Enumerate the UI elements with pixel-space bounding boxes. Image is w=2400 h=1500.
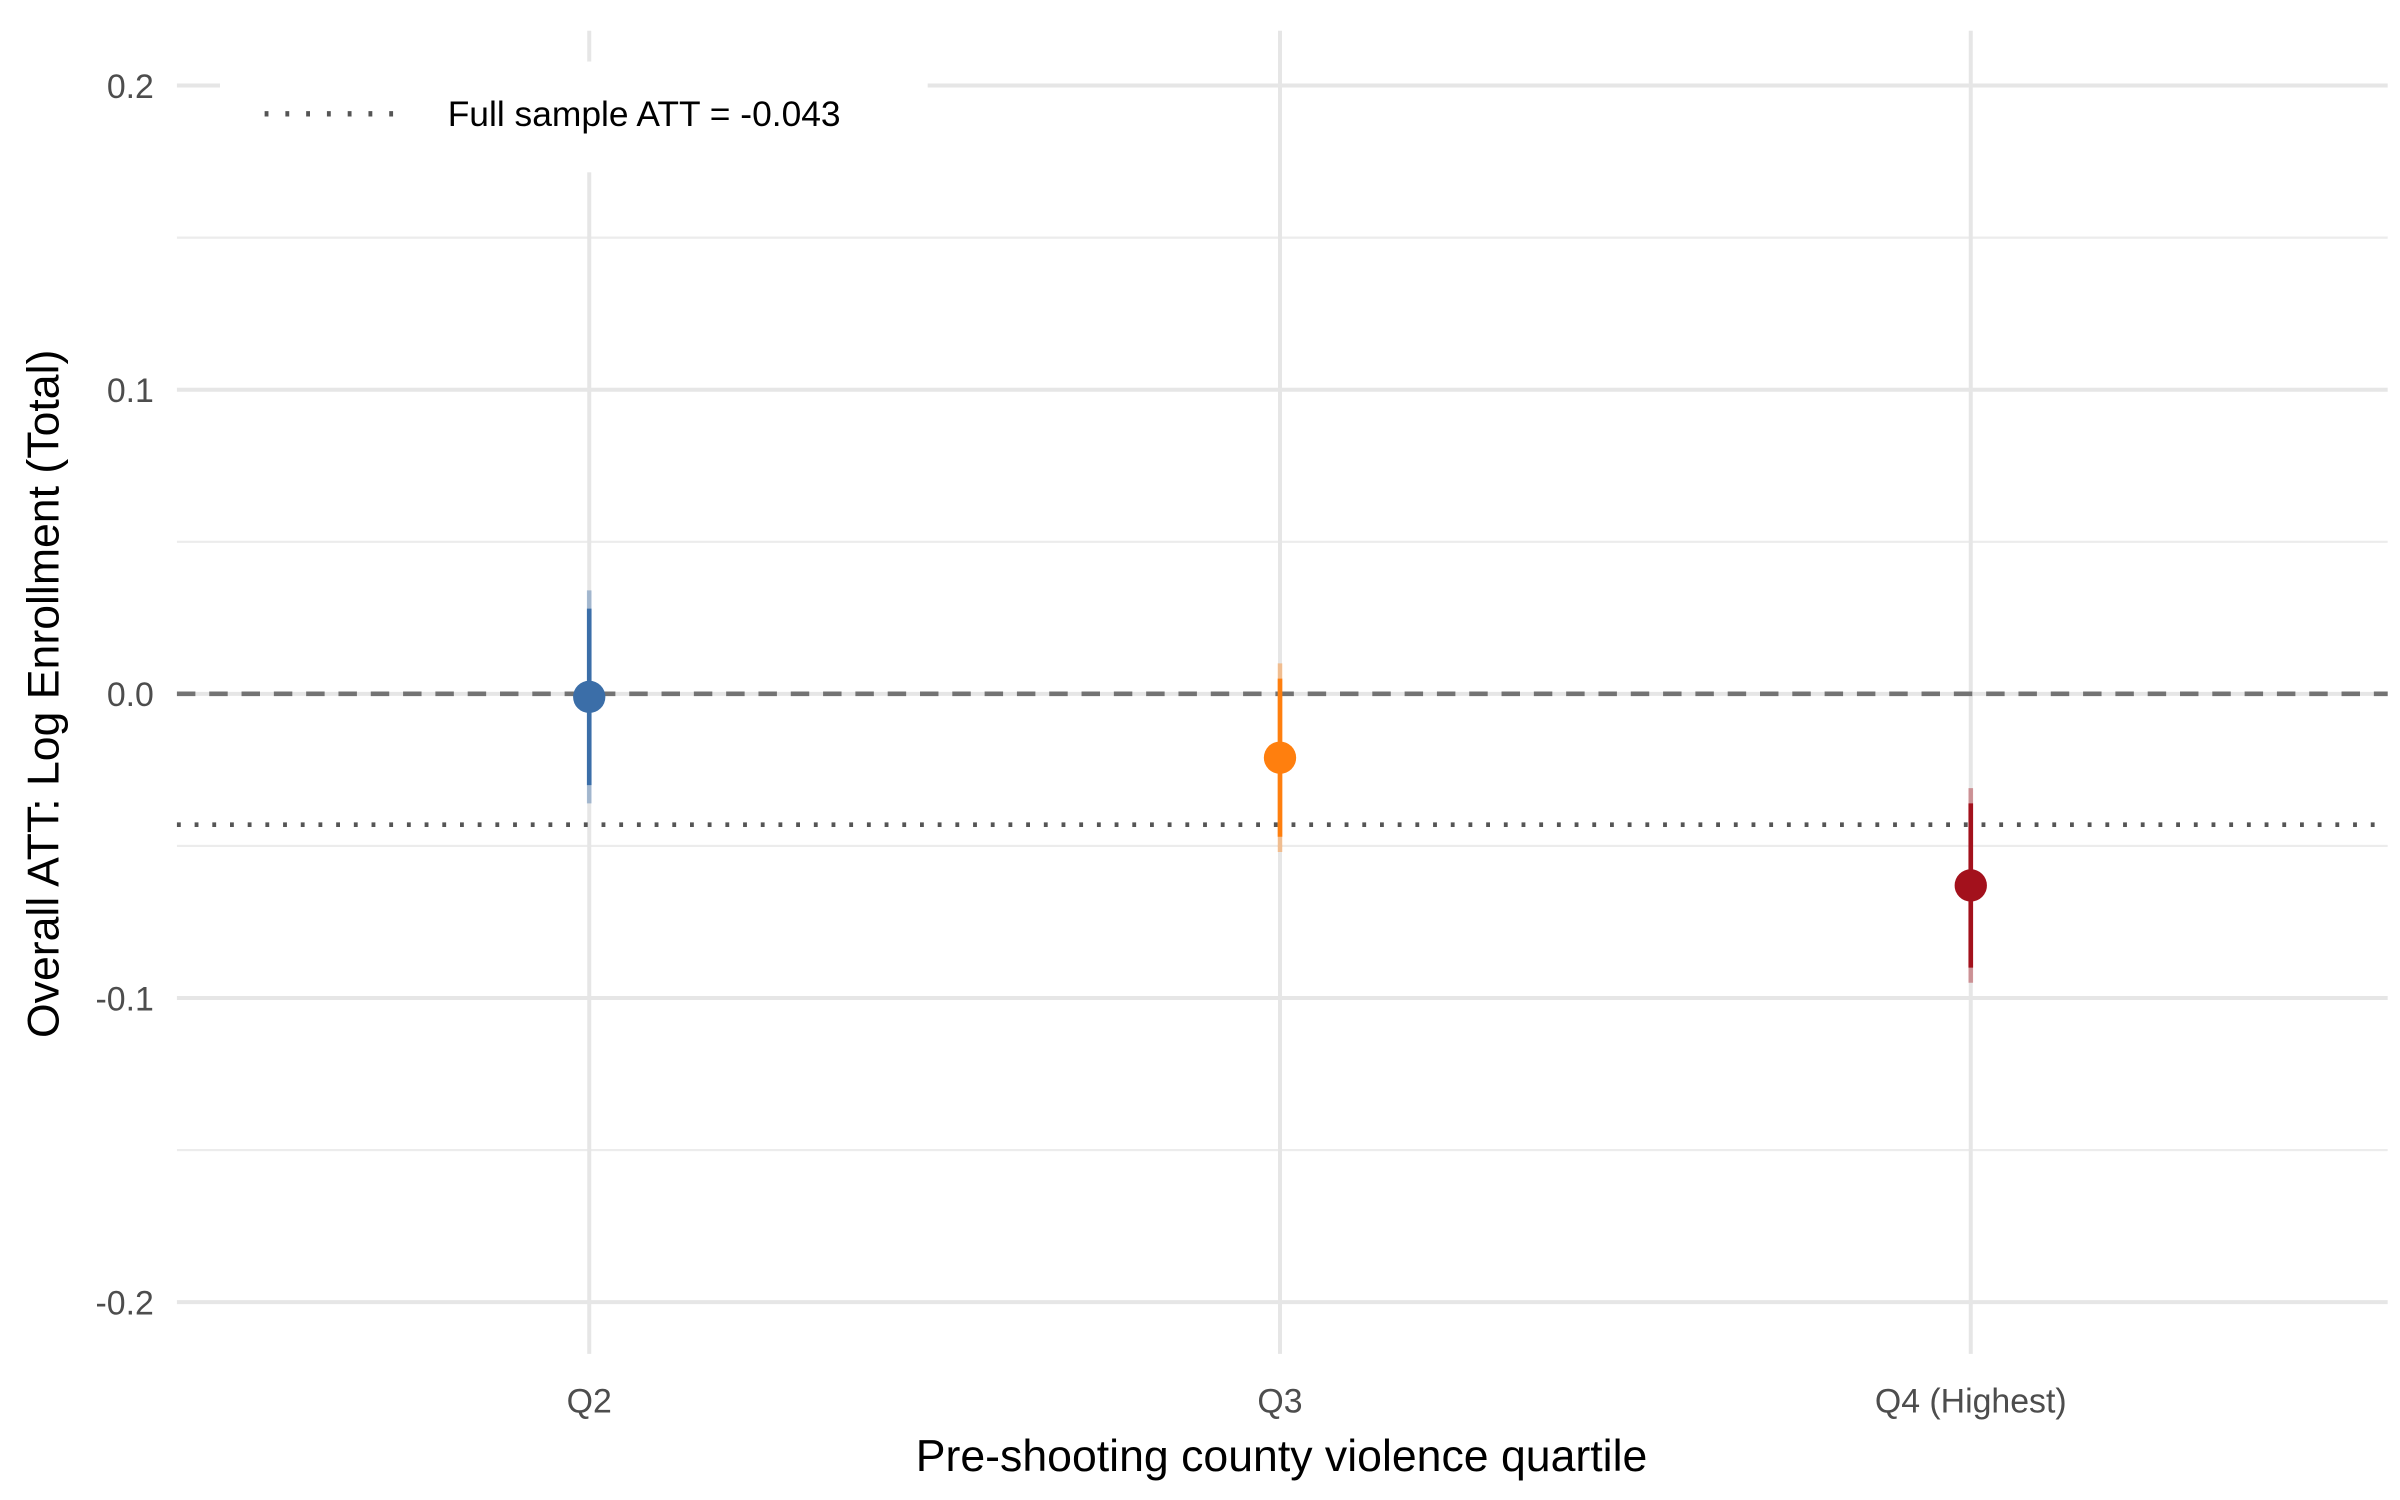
x-axis-ticks: Q2 Q3 Q4 (Highest) — [567, 1382, 2067, 1420]
y-tick-label: -0.2 — [96, 1284, 154, 1322]
y-tick-label: 0.1 — [107, 372, 154, 410]
x-tick-label: Q3 — [1257, 1382, 1302, 1420]
legend: Full sample ATT = -0.043 — [220, 61, 928, 173]
y-tick-label: -0.1 — [96, 980, 154, 1018]
x-tick-label: Q4 (Highest) — [1875, 1382, 2067, 1420]
point-estimate-2 — [1263, 741, 1297, 774]
legend-background — [220, 61, 928, 173]
x-tick-label: Q2 — [567, 1382, 612, 1420]
legend-label: Full sample ATT = -0.043 — [448, 95, 841, 134]
marks — [573, 590, 1987, 983]
point-estimate-3 — [1954, 869, 1987, 902]
y-tick-label: 0.2 — [107, 68, 154, 106]
point-estimate-1 — [573, 680, 606, 714]
y-axis-title: Overall ATT: Log Enrollment (Total) — [19, 350, 68, 1038]
y-tick-label: 0.0 — [107, 676, 154, 714]
y-axis-ticks: 0.2 0.1 0.0 -0.1 -0.2 — [96, 68, 154, 1323]
x-axis-title: Pre-shooting county violence quartile — [916, 1432, 1648, 1481]
